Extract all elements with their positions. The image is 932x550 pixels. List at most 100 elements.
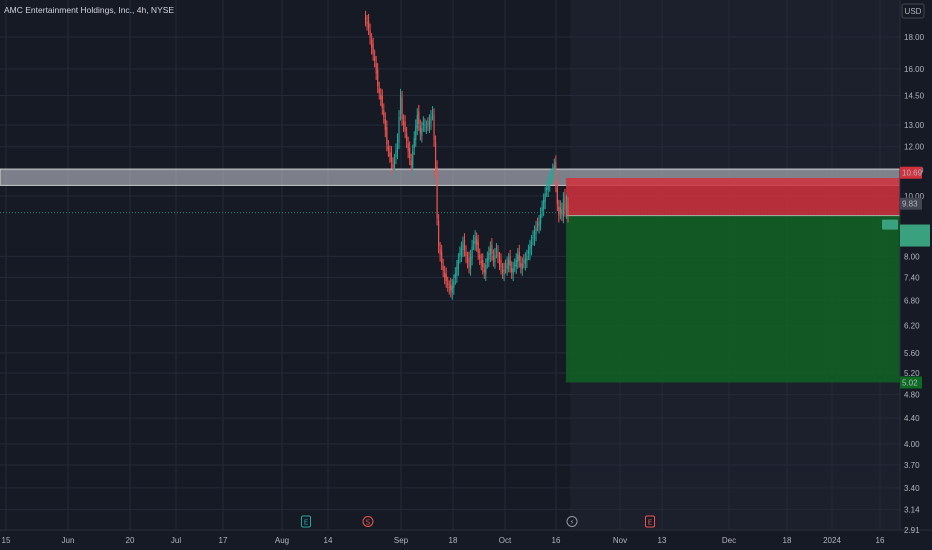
candle-body bbox=[437, 220, 440, 247]
candle-body bbox=[541, 207, 543, 211]
time-tick-label: 16 bbox=[876, 536, 885, 545]
candle-body bbox=[485, 264, 487, 275]
split-event-label: ⚡ bbox=[570, 519, 575, 527]
time-axis-panel[interactable] bbox=[0, 530, 932, 550]
time-tick-label: Jun bbox=[62, 536, 75, 545]
candle-body bbox=[529, 246, 531, 254]
time-tick-label: 16 bbox=[552, 536, 561, 545]
candle-body bbox=[390, 152, 393, 162]
candle-body bbox=[515, 259, 517, 268]
candle-body bbox=[517, 254, 519, 262]
candle-body bbox=[504, 266, 507, 268]
candle-body bbox=[538, 221, 540, 227]
candle-body bbox=[532, 236, 534, 239]
time-tick-label: 2024 bbox=[823, 536, 841, 545]
time-tick-label: Sep bbox=[394, 536, 409, 545]
take-profit-zone[interactable] bbox=[566, 215, 900, 383]
candle-body bbox=[407, 143, 409, 152]
candle-body bbox=[530, 241, 533, 249]
candle-body bbox=[503, 269, 505, 275]
time-tick-label: 20 bbox=[126, 536, 135, 545]
candle-body bbox=[430, 116, 432, 124]
price-tick-label: 10.00 bbox=[904, 192, 925, 201]
candle-body bbox=[520, 262, 522, 267]
candle-body bbox=[463, 239, 466, 250]
candle-body bbox=[367, 20, 370, 29]
candle-body bbox=[518, 251, 520, 261]
time-tick-label: 13 bbox=[658, 536, 667, 545]
candle-body bbox=[483, 269, 485, 273]
earnings-event-label: E bbox=[648, 519, 652, 527]
price-tick-label: 2.91 bbox=[904, 526, 920, 535]
candle-body bbox=[527, 251, 530, 254]
candle-body bbox=[488, 253, 490, 261]
candle-body bbox=[536, 224, 539, 226]
earnings-event-marker[interactable] bbox=[645, 515, 655, 528]
candle-body bbox=[378, 88, 380, 93]
candle-body bbox=[448, 287, 450, 289]
candle-body bbox=[421, 128, 423, 136]
candle-body bbox=[494, 254, 496, 262]
position-handle[interactable] bbox=[882, 219, 898, 230]
candle-body bbox=[434, 142, 437, 171]
earnings-event-label: E bbox=[304, 519, 308, 527]
candle-body bbox=[412, 151, 414, 168]
candle-body bbox=[444, 272, 446, 278]
candle-body bbox=[524, 258, 526, 264]
event-markers[interactable]: E S ⚡ E bbox=[301, 515, 655, 528]
price-tick-label: 18.00 bbox=[904, 33, 925, 42]
candle-body bbox=[402, 121, 405, 126]
candle-body bbox=[436, 167, 438, 219]
candle-body bbox=[508, 259, 510, 266]
candle-body bbox=[500, 260, 502, 268]
chart-title: AMC Entertainment Holdings, Inc., 4h, NY… bbox=[4, 5, 174, 15]
candle-body bbox=[509, 256, 511, 266]
stop-loss-zone[interactable] bbox=[566, 177, 900, 216]
candle-body bbox=[462, 243, 464, 251]
candle-body bbox=[535, 227, 537, 235]
candle-body bbox=[451, 285, 453, 293]
candle-body bbox=[497, 251, 499, 257]
currency-button[interactable] bbox=[901, 3, 925, 19]
candle-body bbox=[416, 114, 418, 129]
time-tick-label: Jul bbox=[171, 536, 181, 545]
candle-body bbox=[395, 150, 397, 158]
price-axis-panel[interactable] bbox=[900, 0, 932, 530]
candle-body bbox=[447, 283, 449, 285]
time-tick-label: 18 bbox=[449, 536, 458, 545]
dividend-event-label: S bbox=[366, 519, 371, 527]
split-event-marker[interactable] bbox=[566, 516, 578, 527]
candle-body bbox=[369, 30, 371, 38]
candle-body bbox=[393, 160, 396, 170]
candle-body bbox=[521, 264, 523, 269]
candle-body bbox=[562, 198, 565, 217]
candle-body bbox=[556, 187, 558, 205]
candle-body bbox=[567, 203, 569, 216]
candle-body bbox=[384, 119, 386, 131]
short-position-tool[interactable] bbox=[566, 177, 900, 383]
candle-body bbox=[375, 62, 377, 74]
current-price-tag-bg bbox=[900, 197, 922, 210]
candle-body bbox=[364, 17, 367, 20]
candle-body bbox=[413, 137, 415, 149]
candle-body bbox=[511, 268, 513, 273]
candle-body bbox=[526, 256, 528, 262]
dividend-event-marker[interactable] bbox=[362, 516, 374, 527]
price-tick-label: 12.00 bbox=[904, 143, 925, 152]
candle-body bbox=[418, 111, 420, 125]
price-tick-label: 3.70 bbox=[904, 461, 920, 470]
price-tick-label: 6.80 bbox=[904, 296, 920, 305]
price-tick-label: 13.00 bbox=[904, 121, 925, 130]
time-tick-label: 14 bbox=[324, 536, 333, 545]
candle-body bbox=[396, 140, 399, 153]
candle-body bbox=[498, 258, 501, 264]
earnings-event-marker[interactable] bbox=[301, 515, 311, 528]
candle-body bbox=[491, 244, 493, 254]
candle-body bbox=[441, 251, 443, 264]
candle-body bbox=[427, 123, 429, 125]
candle-body bbox=[386, 127, 388, 145]
candle-body bbox=[459, 253, 461, 257]
candle-body bbox=[474, 236, 476, 244]
candle-body bbox=[469, 256, 472, 269]
